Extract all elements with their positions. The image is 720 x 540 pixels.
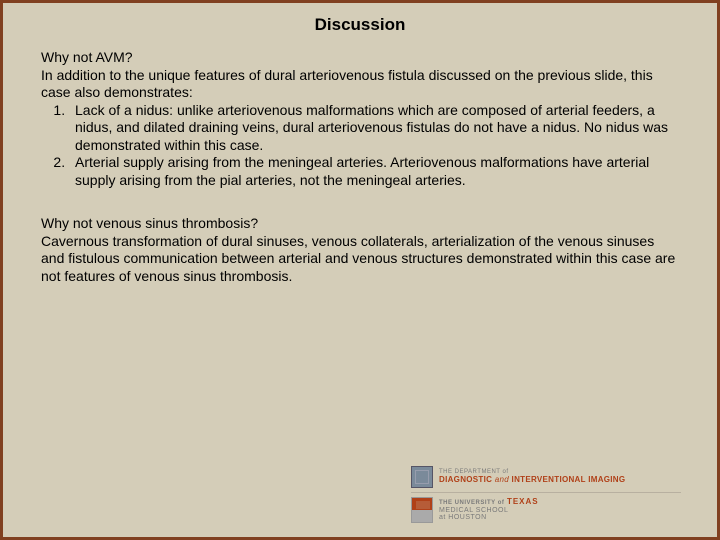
ut-main-line: THE UNIVERSITY of TEXAS xyxy=(439,498,539,507)
shield-icon xyxy=(411,497,433,523)
ut-prefix: THE UNIVERSITY of xyxy=(439,500,504,506)
dept-logo-block: THE DEPARTMENT of DIAGNOSTIC and INTERVE… xyxy=(411,466,681,488)
ut-main: TEXAS xyxy=(507,497,539,506)
question-avm: Why not AVM? xyxy=(41,49,679,67)
dept-text: THE DEPARTMENT of DIAGNOSTIC and INTERVE… xyxy=(439,469,625,484)
avm-list: Lack of a nidus: unlike arteriovenous ma… xyxy=(41,102,679,190)
intro-avm: In addition to the unique features of du… xyxy=(41,67,679,102)
question-thrombosis: Why not venous sinus thrombosis? xyxy=(41,215,679,233)
ut-sub2: at HOUSTON xyxy=(439,514,539,522)
dept-main-a: DIAGNOSTIC xyxy=(439,475,492,484)
ut-logo-block: THE UNIVERSITY of TEXAS MEDICAL SCHOOL a… xyxy=(411,497,681,523)
list-item: Lack of a nidus: unlike arteriovenous ma… xyxy=(69,102,679,155)
footer-logos: THE DEPARTMENT of DIAGNOSTIC and INTERVE… xyxy=(411,466,681,527)
logo-divider xyxy=(411,492,681,493)
ut-text: THE UNIVERSITY of TEXAS MEDICAL SCHOOL a… xyxy=(439,498,539,522)
dept-main-b: INTERVENTIONAL IMAGING xyxy=(512,475,626,484)
dept-main: DIAGNOSTIC and INTERVENTIONAL IMAGING xyxy=(439,476,625,485)
slide-content: Why not AVM? In addition to the unique f… xyxy=(3,49,717,285)
body-thrombosis: Cavernous transformation of dural sinuse… xyxy=(41,233,679,286)
slide-frame: Discussion Why not AVM? In addition to t… xyxy=(0,0,720,540)
imaging-icon xyxy=(411,466,433,488)
section-thrombosis: Why not venous sinus thrombosis? Caverno… xyxy=(41,215,679,285)
slide-title: Discussion xyxy=(3,3,717,49)
dept-amp: and xyxy=(495,475,509,484)
list-item: Arterial supply arising from the meninge… xyxy=(69,154,679,189)
section-avm: Why not AVM? In addition to the unique f… xyxy=(41,49,679,189)
ut-sub1: MEDICAL SCHOOL xyxy=(439,507,539,515)
